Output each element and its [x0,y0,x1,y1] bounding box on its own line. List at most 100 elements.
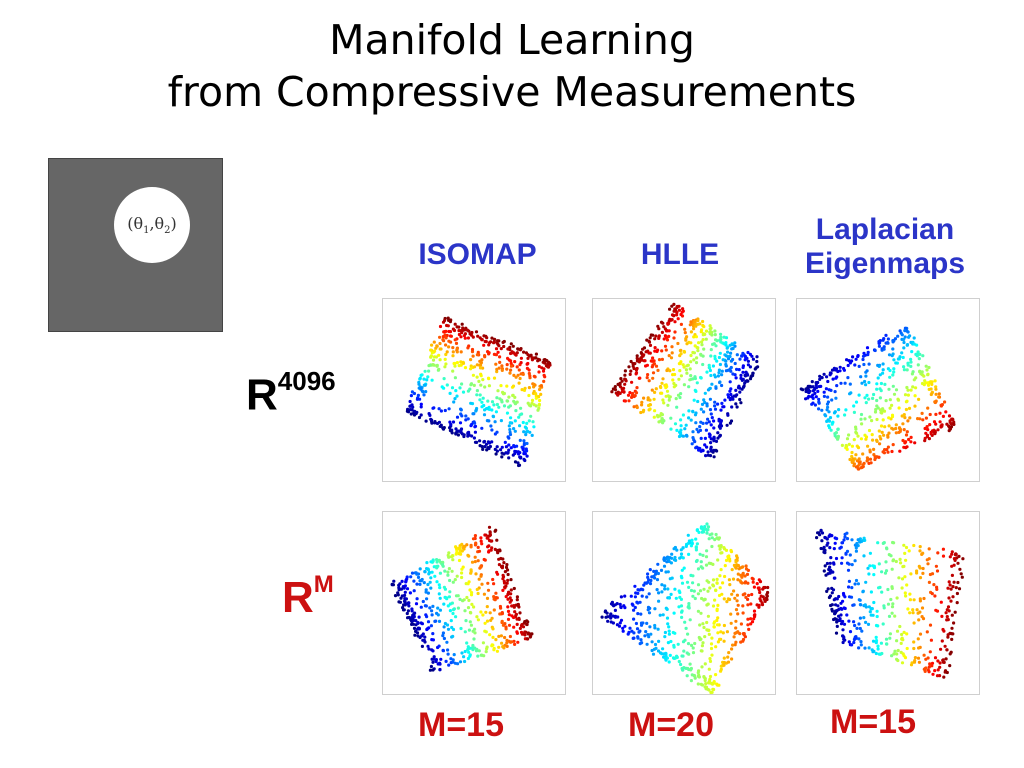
scatter-point [861,452,865,456]
scatter-point [741,604,745,608]
scatter-point [622,604,626,608]
scatter-point [475,615,479,619]
scatter-point [831,420,835,424]
scatter-point [534,356,538,360]
scatter-point [421,632,425,636]
scatter-point [713,333,717,337]
scatter-point [866,444,870,448]
scatter-point [528,374,532,378]
scatter-point [506,605,510,609]
scatter-point [518,376,522,381]
scatter-point [481,447,485,451]
scatter-point [692,327,696,331]
scatter-point [706,614,710,618]
scatter-point [895,652,899,656]
scatter-point [432,363,436,367]
scatter-point [886,435,890,439]
scatter-point [410,403,414,407]
scatter-point [869,590,873,594]
scatter-point [486,399,490,403]
scatter-point [505,399,509,403]
scatter-point [875,398,879,403]
scatter-point [417,626,421,630]
scatter-point [613,608,617,612]
scatter-point [656,562,660,566]
scatter-point [518,626,522,630]
scatter-point [501,340,505,344]
scatter-point [847,562,851,566]
scatter-point [876,541,880,545]
scatter-point [546,365,551,369]
scatter-point [408,399,412,404]
scatter-point [841,640,845,645]
scatter-point [920,411,924,415]
scatter-point [509,446,513,450]
scatter-point [726,350,730,354]
scatter-point [696,567,701,571]
scatter-point [676,341,680,346]
scatter-point [948,419,952,423]
scatter-point [912,646,916,651]
scatter-point [672,314,676,318]
scatter-point [836,369,840,374]
scatter-point [861,357,865,362]
scatter-point [488,444,492,449]
scatter-point [681,668,685,672]
scatter-point [959,572,963,576]
scatter-point [726,660,731,664]
scatter-point [933,669,937,673]
scatter-point [452,400,456,404]
scatter-point [414,602,419,606]
scatter-point [495,370,499,374]
scatter-point [709,354,713,358]
scatter-point [675,428,679,432]
scatter-point [714,338,718,342]
scatter-point [450,428,454,432]
scatter-point [445,383,449,387]
scatter-point [509,598,513,602]
scatter-point [912,640,916,644]
scatter-point [508,596,512,600]
scatter-point [548,361,552,365]
scatter-point [503,570,507,574]
scatter-point [647,340,652,344]
scatter-point [491,627,495,631]
scatter-point [647,578,651,582]
scatter-point [652,415,656,419]
scatter-point [661,613,665,617]
scatter-point [443,408,447,413]
scatter-point [741,593,745,597]
scatter-point [623,594,627,598]
scatter-point [448,609,452,613]
scatter-point [725,630,729,634]
scatter-point [711,364,715,368]
scatter-point [893,649,897,653]
scatter-point [647,611,652,615]
scatter-point [880,651,884,656]
scatter-point [682,383,686,387]
scatter-point [908,416,912,420]
scatter-point [490,336,494,340]
scatter-point [455,325,459,329]
scatter-point [438,335,442,339]
scatter-point [824,387,828,391]
scatter-point [693,596,697,601]
scatter-point [698,552,702,556]
scatter-point [740,354,744,358]
scatter-point [869,461,873,465]
scatter-point [536,408,540,412]
scatter-point [402,603,406,607]
scatter-point [925,558,929,562]
scatter-point [630,380,634,384]
scatter-point [710,690,714,694]
scatter-point [494,638,498,642]
scatter-point [397,600,401,604]
scatter-point [752,617,756,621]
scatter-point [435,363,439,367]
scatter-point [512,444,516,448]
scatter-point [419,402,423,406]
scatter-point [515,598,519,602]
scatter-point [646,396,650,400]
scatter-point [616,382,620,386]
scatter-point [875,382,879,386]
